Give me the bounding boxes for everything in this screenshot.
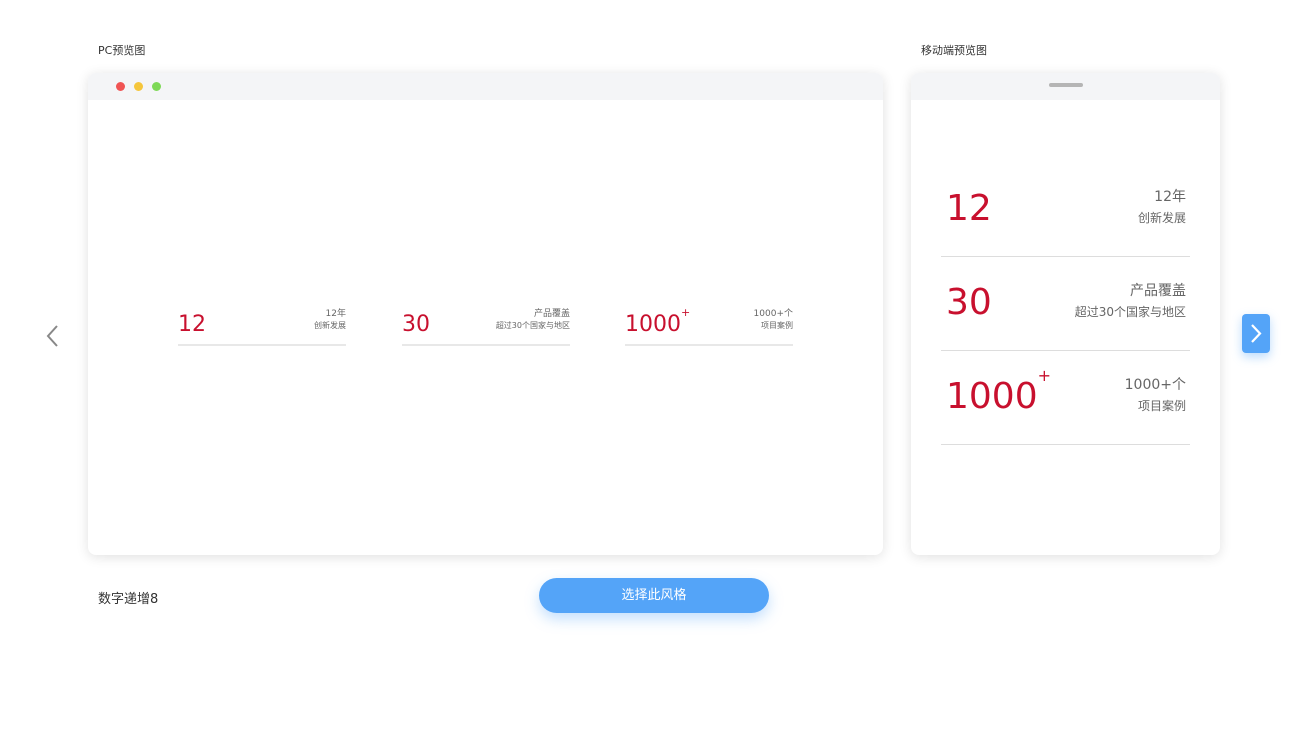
select-style-button[interactable]: 选择此风格 [539,578,769,613]
pc-preview-label: PC预览图 [98,44,146,57]
chevron-right-icon [1251,324,1262,343]
chevron-left-icon [46,325,58,347]
browser-titlebar [88,73,883,100]
prev-button[interactable] [44,322,62,350]
stat-title: 1000+个 [753,309,793,319]
stat-item: 12 12年 创新发展 [178,306,346,346]
stat-number: 12 [946,188,992,229]
handle-icon [1049,83,1083,87]
stat-number: 1000+ [946,366,1052,417]
stat-title: 1000+个 [1124,377,1186,393]
minimize-dot-icon [134,82,143,91]
stat-item: 30 产品覆盖 超过30个国家与地区 [402,306,570,346]
next-button[interactable] [1242,314,1270,353]
stat-number: 30 [402,312,430,337]
stat-number: 30 [946,282,992,323]
stat-title: 12年 [325,309,346,319]
stat-number: 12 [178,312,206,337]
stat-number: 1000+ [625,306,691,337]
close-dot-icon [116,82,125,91]
mobile-topbar [911,73,1220,100]
pc-preview-frame: 12 12年 创新发展 30 产品覆盖 超过30个国家与地区 1000+ 100… [88,73,883,555]
stat-subtitle: 项目案例 [1137,399,1186,413]
stat-item: 30 产品覆盖 超过30个国家与地区 [941,257,1190,351]
stat-subtitle: 超过30个国家与地区 [1074,305,1186,319]
stat-item: 12 12年 创新发展 [941,163,1190,257]
stat-subtitle: 超过30个国家与地区 [495,321,570,330]
stat-subtitle: 项目案例 [761,321,793,330]
stat-title: 产品覆盖 [1130,283,1186,299]
mobile-preview-label: 移动端预览图 [921,44,987,57]
mobile-preview-frame: 12 12年 创新发展 30 产品覆盖 超过30个国家与地区 1000+ 100… [911,73,1220,555]
stat-subtitle: 创新发展 [1137,211,1186,225]
stat-subtitle: 创新发展 [314,321,346,330]
maximize-dot-icon [152,82,161,91]
stat-title: 产品覆盖 [533,309,570,319]
stat-title: 12年 [1154,189,1186,205]
stat-item: 1000+ 1000+个 项目案例 [625,306,793,346]
stat-item: 1000+ 1000+个 项目案例 [941,351,1190,445]
style-name: 数字递增8 [98,592,159,607]
